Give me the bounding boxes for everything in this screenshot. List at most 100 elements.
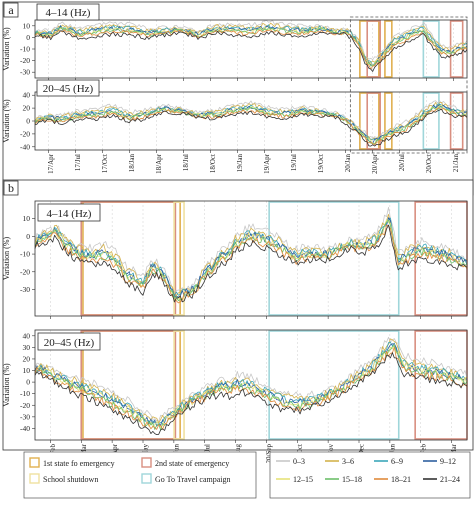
band-label: 4–14 (Hz) bbox=[47, 208, 92, 220]
series-line-9–12 bbox=[34, 343, 468, 427]
series-line-18–21 bbox=[34, 224, 468, 304]
x-tick-label: 19/Jul bbox=[290, 154, 298, 171]
event-highlight bbox=[366, 20, 381, 78]
x-tick-label: 17/Oct bbox=[101, 154, 109, 173]
panel-letter: b bbox=[8, 181, 14, 195]
panel-letter-box bbox=[3, 2, 19, 18]
y-axis-label: Variation (%) bbox=[2, 99, 11, 143]
event-legend-label: 1st state fo emergency bbox=[43, 459, 115, 468]
event-highlight bbox=[422, 92, 440, 150]
y-tick-label: 10 bbox=[23, 21, 31, 30]
y-tick-label: 20 bbox=[23, 104, 31, 113]
axes-frame bbox=[34, 329, 468, 441]
y-tick-label: -40 bbox=[20, 142, 30, 151]
axes-frame bbox=[34, 200, 468, 317]
y-tick-label: 20 bbox=[23, 354, 31, 363]
event-legend-frame bbox=[23, 451, 257, 499]
series-line-0–3 bbox=[34, 20, 468, 61]
band-label-box bbox=[37, 203, 101, 222]
subplot-1: 10 0 -10 -20 -30 Variation (%) 4–14 (Hz) bbox=[2, 3, 468, 81]
y-tick-label: -30 bbox=[20, 68, 30, 77]
y-tick-label: -30 bbox=[20, 285, 30, 294]
x-tick-label: 19/Apr bbox=[263, 153, 271, 174]
y-tick-label: -20 bbox=[20, 129, 30, 138]
y-tick-label: 0 bbox=[26, 232, 30, 241]
event-legend-swatch bbox=[141, 457, 152, 468]
event-legend-label: 2nd state of emergency bbox=[155, 459, 229, 468]
series-line-0–3 bbox=[34, 100, 468, 139]
series-legend-label: 12–15 bbox=[293, 475, 313, 484]
series-legend-label: 21–24 bbox=[440, 475, 460, 484]
y-axis-label: Variation (%) bbox=[2, 363, 11, 407]
x-tick-label: 20/Oct bbox=[425, 154, 433, 173]
panel-letter: a bbox=[8, 3, 14, 17]
y-tick-label: -10 bbox=[20, 250, 30, 259]
x-tick-label: 18/Apr bbox=[155, 153, 163, 174]
x-tick-label: 18/Oct bbox=[209, 154, 217, 173]
x-tick-label: 17/Apr bbox=[47, 153, 55, 174]
series-line-21–24 bbox=[34, 352, 468, 436]
y-tick-label: -30 bbox=[20, 412, 30, 421]
series-line-18–21 bbox=[34, 29, 468, 70]
x-tick-label: 20/Jan bbox=[344, 154, 352, 173]
y-tick-label: 30 bbox=[23, 343, 31, 352]
x-tick-label: 18/Jul bbox=[182, 154, 190, 171]
series-line-3–6 bbox=[34, 213, 468, 296]
event-highlight bbox=[449, 20, 464, 78]
event-highlight bbox=[80, 201, 177, 316]
event-highlight bbox=[268, 330, 400, 440]
event-highlight bbox=[173, 201, 185, 316]
series-line-12–15 bbox=[34, 104, 468, 145]
series-legend-label: 15–18 bbox=[342, 475, 362, 484]
series-line-21–24 bbox=[34, 224, 468, 303]
zoom-region-box bbox=[349, 16, 468, 154]
event-highlight bbox=[449, 92, 464, 150]
y-tick-label: 0 bbox=[26, 378, 30, 387]
event-legend-label: Go To Travel campaign bbox=[155, 475, 231, 484]
series-line-6–9 bbox=[34, 103, 468, 142]
band-label-box bbox=[37, 332, 101, 351]
x-tick-label: 21/Jan bbox=[452, 154, 460, 173]
series-legend-label: 9–12 bbox=[440, 457, 456, 466]
series-legend-label: 0–3 bbox=[293, 457, 305, 466]
panel-b: b 10 0 -10 -20 -30 Variation (%) 4–14 (Hz) 40 30 2… bbox=[2, 179, 474, 466]
panel-a: a 10 0 -10 -20 -30 Variation (%) 4–14 (Hz) 40 20 0… bbox=[2, 1, 474, 196]
y-tick-label: -10 bbox=[20, 45, 30, 54]
series-legend-label: 3–6 bbox=[342, 457, 354, 466]
event-legend-swatch bbox=[29, 457, 40, 468]
series-line-12–15 bbox=[34, 26, 468, 66]
series-line-18–21 bbox=[34, 346, 468, 430]
series-line-12–15 bbox=[34, 219, 467, 301]
y-tick-label: 40 bbox=[23, 331, 31, 340]
series-legend-frame bbox=[269, 451, 471, 499]
event-legend-label: School shutdown bbox=[43, 475, 98, 484]
band-label: 20–45 (Hz) bbox=[44, 337, 95, 349]
x-tick-label: 20/Jul bbox=[398, 154, 406, 171]
series-line-0–3 bbox=[34, 336, 468, 422]
event-legend-swatch bbox=[29, 473, 40, 484]
band-label: 20–45 (Hz) bbox=[43, 83, 94, 95]
series-line-18–21 bbox=[34, 107, 468, 146]
event-highlight bbox=[366, 92, 381, 150]
x-tick-label: 19/Oct bbox=[317, 154, 325, 173]
y-tick-label: 0 bbox=[26, 33, 30, 42]
y-tick-label: 10 bbox=[23, 366, 31, 375]
x-tick-label: 20/Apr bbox=[371, 153, 379, 174]
y-axis-label: Variation (%) bbox=[2, 27, 11, 71]
band-label: 4–14 (Hz) bbox=[46, 7, 91, 19]
subplot-2: 40 30 20 10 0 -10 -20 -30 -40 Variation (%) 20–45 … bbox=[2, 329, 468, 443]
series-legend-label: 18–21 bbox=[391, 475, 411, 484]
event-highlight bbox=[173, 330, 185, 440]
y-tick-label: -10 bbox=[20, 389, 30, 398]
panel-letter-box bbox=[3, 180, 19, 196]
y-tick-label: -40 bbox=[20, 424, 30, 433]
series-legend-label: 6–9 bbox=[391, 457, 403, 466]
event-legend: 1st state fo emergency 2nd state of emerg… bbox=[23, 451, 257, 499]
y-tick-label: -20 bbox=[20, 267, 30, 276]
series-line-21–24 bbox=[34, 108, 468, 147]
y-tick-label: -20 bbox=[20, 401, 30, 410]
series-line-3–6 bbox=[34, 22, 467, 63]
y-tick-label: 10 bbox=[23, 214, 31, 223]
band-label-box bbox=[36, 3, 100, 21]
